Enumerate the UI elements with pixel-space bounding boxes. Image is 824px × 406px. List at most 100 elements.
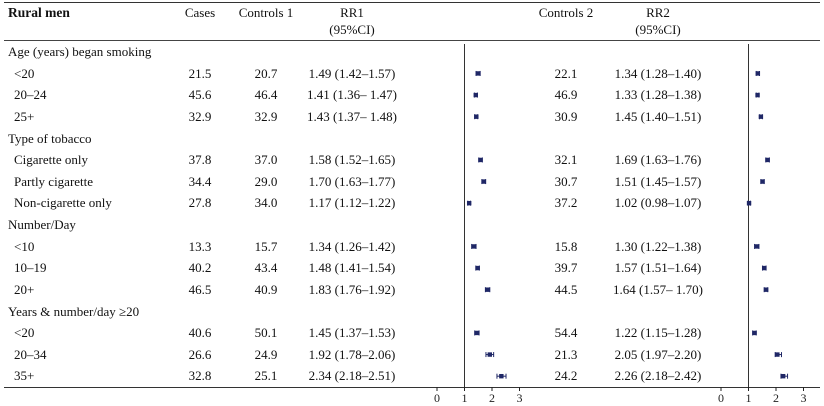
axis-tick-label: 3	[801, 391, 807, 405]
table-body: Age (years) began smoking <20 21.5 20.7 1.49…	[0, 41, 824, 387]
controls1-value: 32.9	[254, 108, 278, 124]
table-row: 20–24 45.6 46.4 1.41 (1.36– 1.47) 46.9 1.33 (…	[0, 84, 824, 106]
table-row: 25+ 32.9 32.9 1.43 (1.37– 1.48) 30.9 1.45 (1.…	[0, 106, 824, 128]
table-row: 20+ 46.5 40.9 1.83 (1.76–1.92) 44.5 1.64 (1.5…	[0, 279, 824, 301]
cases-value: 27.8	[188, 195, 212, 211]
rr2-value: 2.26 (2.18–2.42)	[614, 368, 702, 384]
column-header-controls2: Controls 2	[538, 5, 594, 20]
rr2-value: 1.33 (1.28–1.38)	[614, 87, 702, 103]
rr1-value: 1.41 (1.36– 1.47)	[307, 87, 397, 103]
controls1-value: 24.9	[254, 346, 278, 362]
controls1-value: 37.0	[254, 152, 278, 168]
table-row: <20 21.5 20.7 1.49 (1.42–1.57) 22.1 1.34 (1.2…	[0, 63, 824, 85]
cases-value: 45.6	[188, 87, 212, 103]
rr1-value: 1.49 (1.42–1.57)	[308, 65, 396, 81]
row-label: <10	[14, 238, 35, 254]
section-header-row: Number/Day	[0, 214, 824, 236]
rr2-value: 1.51 (1.45–1.57)	[614, 173, 702, 189]
cases-value: 37.8	[188, 152, 212, 168]
controls2-value: 30.9	[554, 108, 578, 124]
controls1-value: 50.1	[254, 325, 278, 341]
rr1-value: 1.92 (1.78–2.06)	[308, 346, 396, 362]
table-row: 20–34 26.6 24.9 1.92 (1.78–2.06) 21.3 2.05 (1…	[0, 344, 824, 366]
controls1-value: 29.0	[254, 173, 278, 189]
controls2-value: 21.3	[554, 346, 578, 362]
controls2-value: 39.7	[554, 260, 578, 276]
cases-value: 32.9	[188, 108, 212, 124]
row-label: 10–19	[14, 260, 47, 276]
rr1-value: 1.43 (1.37– 1.48)	[307, 108, 397, 124]
rr1-value: 1.83 (1.76–1.92)	[308, 281, 396, 297]
controls1-value: 15.7	[254, 238, 278, 254]
rr2-value: 1.45 (1.40–1.51)	[614, 108, 702, 124]
controls2-value: 32.1	[554, 152, 578, 168]
column-header-cases: Cases	[184, 5, 216, 20]
table-row: <20 40.6 50.1 1.45 (1.37–1.53) 54.4 1.22 (1.1…	[0, 322, 824, 344]
axis-tick-label: 1	[462, 391, 468, 405]
cases-value: 40.6	[188, 325, 212, 341]
cases-value: 21.5	[188, 65, 212, 81]
section-label: Years & number/day ≥20	[8, 303, 140, 319]
rr1-value: 1.48 (1.41–1.54)	[308, 260, 396, 276]
table-rule-top	[4, 2, 820, 3]
controls1-value: 25.1	[254, 368, 278, 384]
cases-value: 13.3	[188, 238, 212, 254]
rr2-value: 1.34 (1.28–1.40)	[614, 65, 702, 81]
column-header-controls1: Controls 1	[238, 5, 294, 20]
controls2-value: 24.2	[554, 368, 578, 384]
column-header-rr1-ci: (95%CI)	[329, 22, 375, 37]
section-header-row: Type of tobacco	[0, 128, 824, 150]
controls1-value: 34.0	[254, 195, 278, 211]
rr1-value: 1.70 (1.63–1.77)	[308, 173, 396, 189]
rr2-value: 1.22 (1.15–1.28)	[614, 325, 702, 341]
controls1-value: 20.7	[254, 65, 278, 81]
row-label: 20–34	[14, 346, 47, 362]
controls2-value: 15.8	[554, 238, 578, 254]
axis-tick-label: 0	[434, 391, 440, 405]
row-label: Non-cigarette only	[14, 195, 112, 211]
axis-tick-label: 2	[773, 391, 779, 405]
rr1-value: 1.34 (1.26–1.42)	[308, 238, 396, 254]
section-label: Age (years) began smoking	[8, 44, 152, 59]
rr2-value: 1.69 (1.63–1.76)	[614, 152, 702, 168]
section-label: Number/Day	[8, 217, 76, 232]
figure-title: Rural men	[8, 5, 70, 20]
cases-value: 40.2	[188, 260, 212, 276]
row-label: 25+	[14, 108, 35, 124]
rr1-value: 1.58 (1.52–1.65)	[308, 152, 396, 168]
rr1-value: 2.34 (2.18–2.51)	[308, 368, 396, 384]
table-rule-header	[4, 40, 820, 41]
controls2-value: 54.4	[554, 325, 578, 341]
controls1-value: 40.9	[254, 281, 278, 297]
row-label: 20–24	[14, 87, 47, 103]
controls1-value: 46.4	[254, 87, 278, 103]
controls2-value: 30.7	[554, 173, 578, 189]
column-header-rr2-ci: (95%CI)	[635, 22, 681, 37]
table-row: Cigarette only 37.8 37.0 1.58 (1.52–1.65) 32…	[0, 149, 824, 171]
section-label: Type of tobacco	[8, 130, 92, 146]
axis-tick-label: 1	[746, 391, 752, 405]
table-row: Partly cigarette 34.4 29.0 1.70 (1.63–1.77)…	[0, 171, 824, 193]
row-label: 20+	[14, 281, 35, 297]
table-row: <10 13.3 15.7 1.34 (1.26–1.42) 15.8 1.30 (1.2…	[0, 236, 824, 258]
row-label: Partly cigarette	[14, 173, 94, 189]
axis-tick-label: 0	[718, 391, 724, 405]
section-header-row: Age (years) began smoking	[0, 41, 824, 63]
controls2-value: 44.5	[554, 281, 578, 297]
cases-value: 46.5	[188, 281, 212, 297]
axis-tick-label: 2	[489, 391, 495, 405]
rr2-value: 1.30 (1.22–1.38)	[614, 238, 702, 254]
cases-value: 34.4	[188, 173, 212, 189]
table-row: 10–19 40.2 43.4 1.48 (1.41–1.54) 39.7 1.57 (1…	[0, 257, 824, 279]
rr2-value: 2.05 (1.97–2.20)	[614, 346, 702, 362]
controls2-value: 37.2	[554, 195, 578, 211]
rr1-value: 1.17 (1.12–1.22)	[308, 195, 396, 211]
row-label: <20	[14, 65, 35, 81]
controls2-value: 22.1	[554, 65, 578, 81]
section-header-row: Years & number/day ≥20	[0, 301, 824, 323]
controls2-value: 46.9	[554, 87, 578, 103]
table-row: 35+ 32.8 25.1 2.34 (2.18–2.51) 24.2 2.26 (2.1…	[0, 365, 824, 387]
cases-value: 32.8	[188, 368, 212, 384]
column-header-rr1: RR1	[340, 5, 364, 20]
